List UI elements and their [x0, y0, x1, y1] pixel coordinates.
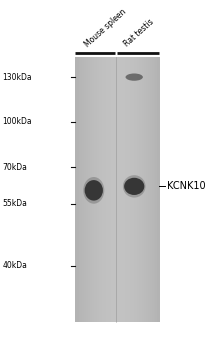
- Text: 130kDa: 130kDa: [2, 72, 32, 82]
- Ellipse shape: [85, 180, 103, 201]
- Text: Rat testis: Rat testis: [122, 18, 156, 49]
- Text: 100kDa: 100kDa: [2, 117, 32, 126]
- Ellipse shape: [83, 177, 104, 204]
- Ellipse shape: [123, 175, 146, 197]
- Text: 70kDa: 70kDa: [2, 163, 27, 172]
- Text: Mouse spleen: Mouse spleen: [83, 7, 128, 49]
- Text: 55kDa: 55kDa: [2, 199, 27, 208]
- Ellipse shape: [124, 178, 144, 195]
- Text: KCNK10: KCNK10: [167, 181, 206, 191]
- Text: 40kDa: 40kDa: [2, 261, 27, 270]
- Ellipse shape: [126, 74, 143, 81]
